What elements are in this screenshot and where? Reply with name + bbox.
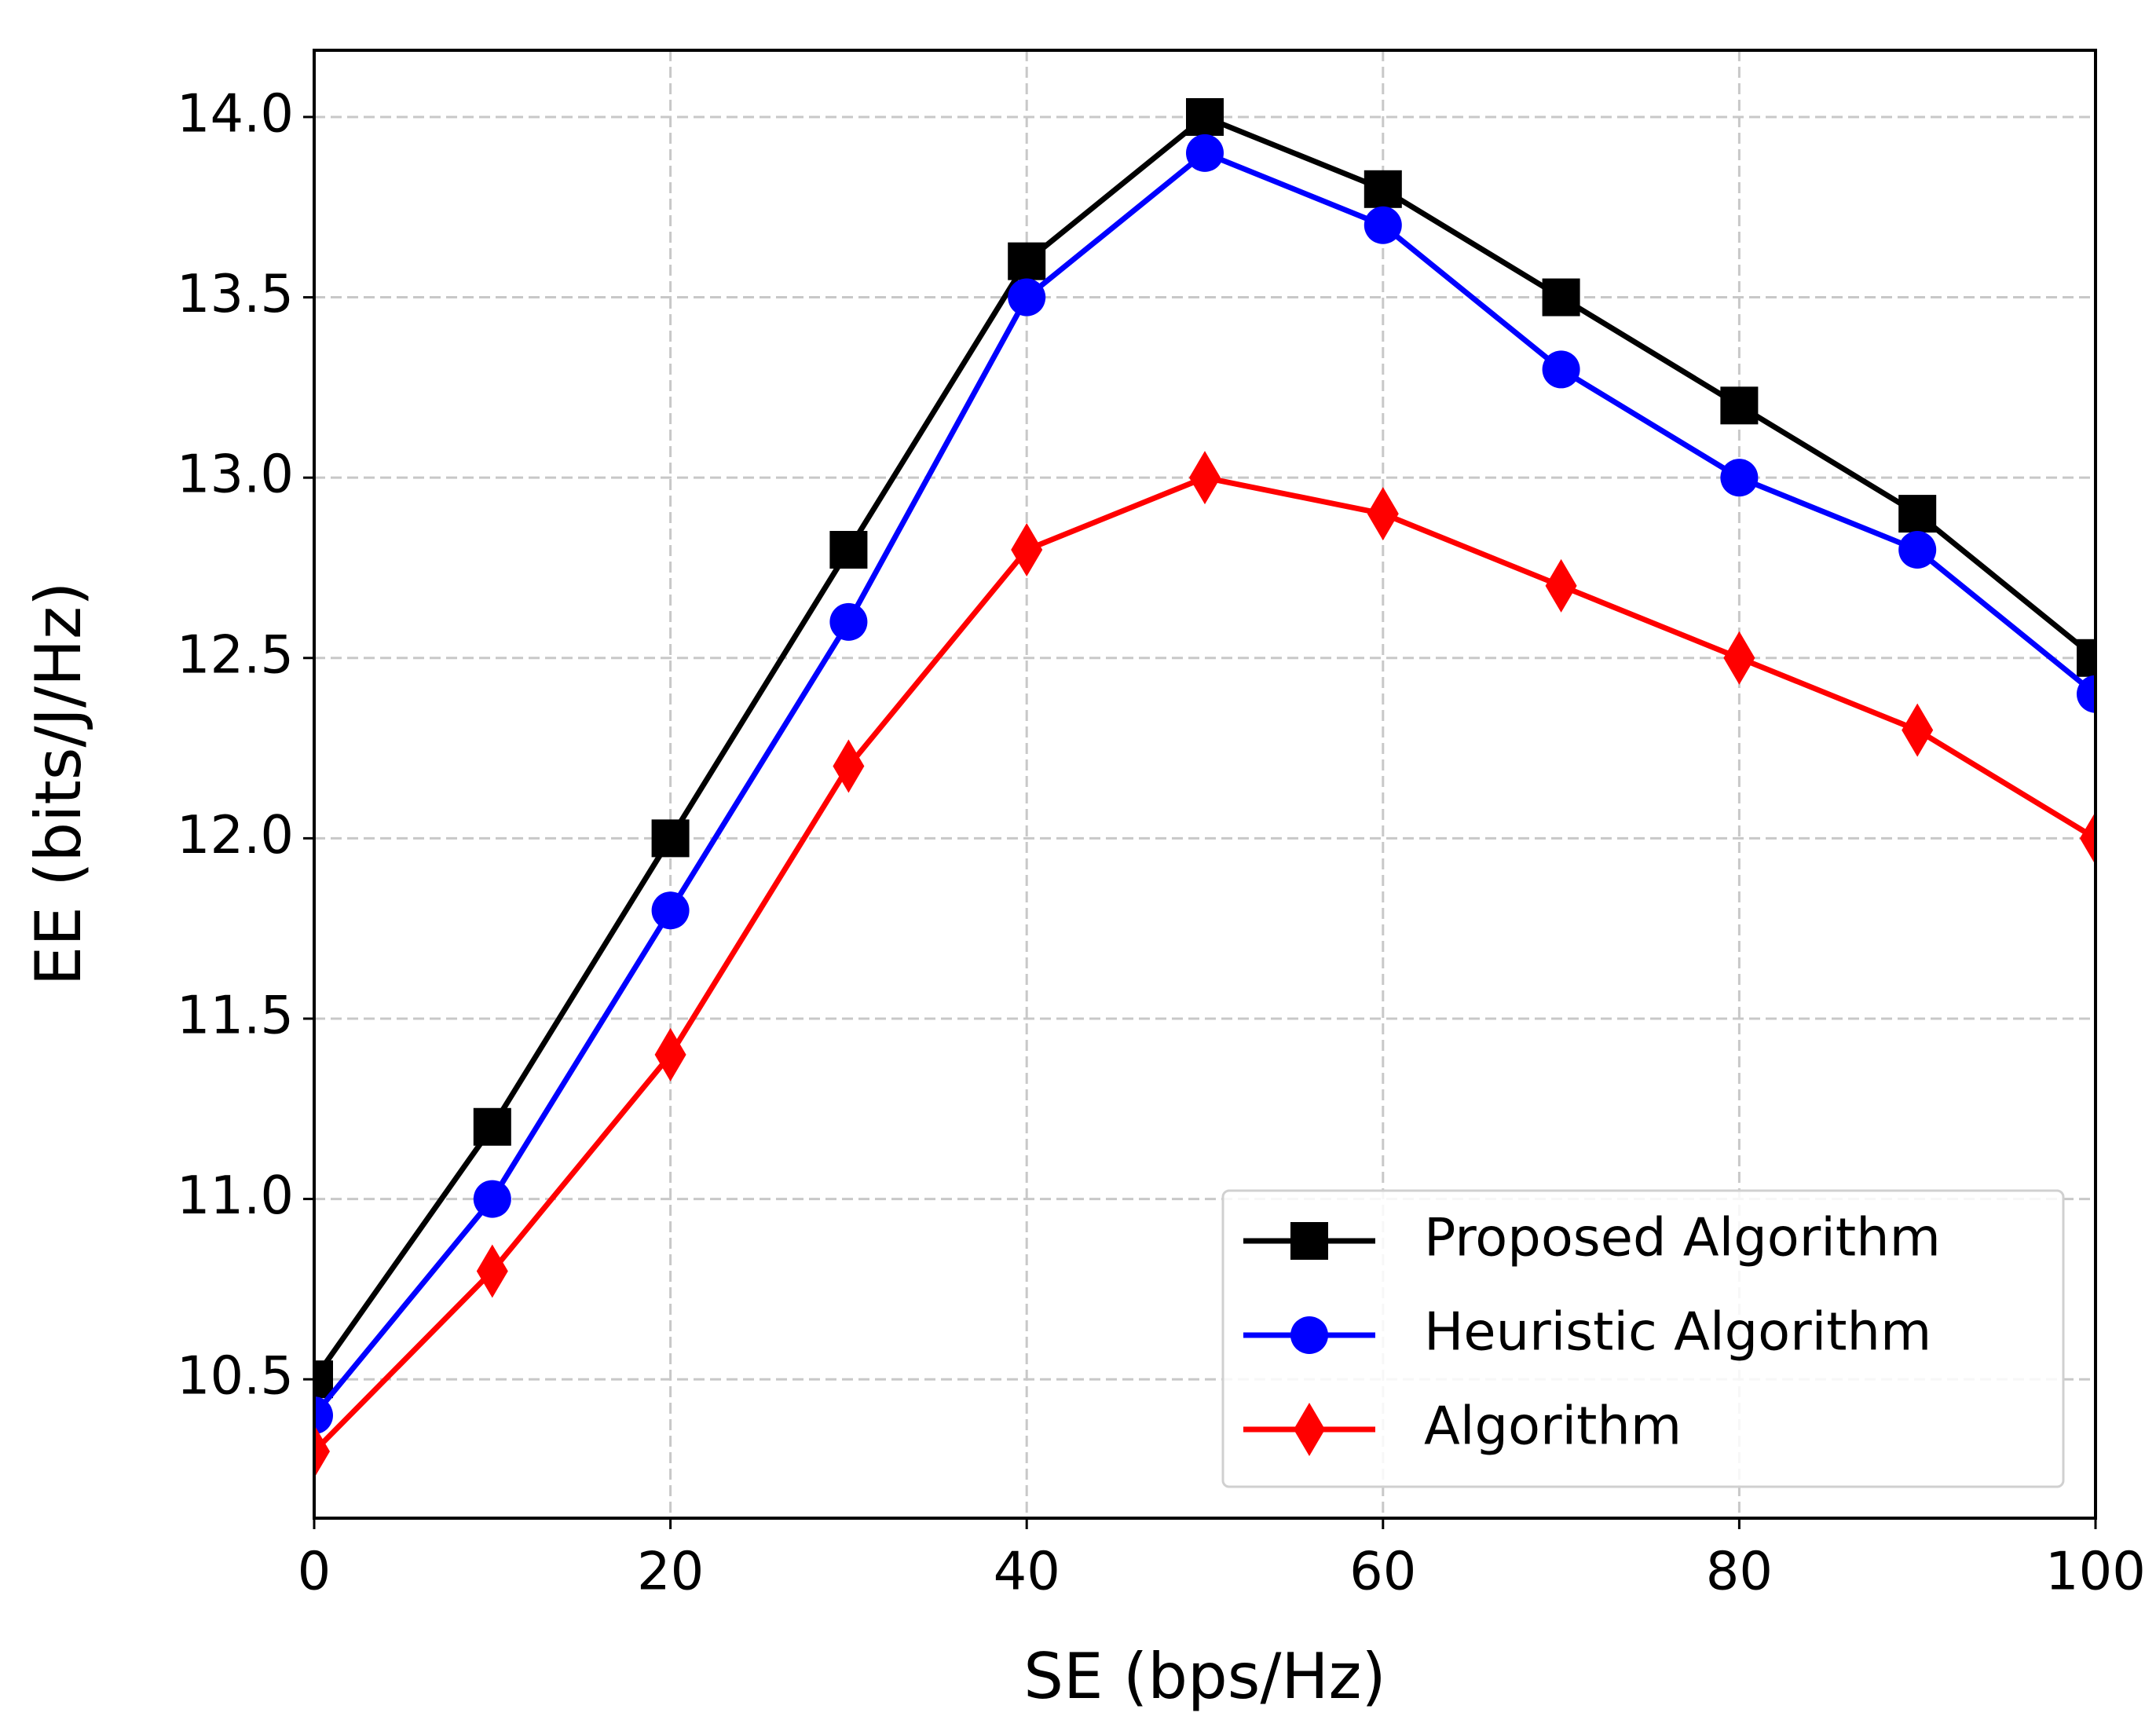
marker: [651, 819, 690, 858]
marker: [1720, 459, 1759, 497]
marker: [1290, 1316, 1328, 1354]
marker: [476, 1244, 508, 1298]
marker: [473, 1180, 511, 1218]
marker: [1011, 523, 1043, 577]
legend-label: Heuristic Algorithm: [1424, 1301, 1931, 1363]
marker: [1367, 487, 1399, 541]
marker: [473, 1107, 511, 1146]
y-tick-label: 11.0: [177, 1165, 294, 1226]
marker: [2080, 811, 2096, 866]
y-tick-label: 11.5: [177, 985, 294, 1046]
marker: [1186, 134, 1224, 172]
x-tick-label: 20: [637, 1541, 704, 1602]
marker: [1723, 631, 1755, 685]
marker: [1898, 531, 1937, 569]
marker: [2077, 639, 2096, 677]
marker: [829, 602, 868, 641]
marker: [314, 1360, 333, 1399]
marker: [651, 891, 690, 930]
x-tick-label: 40: [994, 1541, 1060, 1602]
marker: [1364, 170, 1402, 208]
legend-label: Algorithm: [1424, 1396, 1682, 1457]
plot-area: [314, 97, 2096, 1479]
marker: [314, 1425, 330, 1479]
marker: [1290, 1222, 1328, 1260]
x-axis-label: SE (bps/Hz): [1023, 1640, 1386, 1713]
marker: [1294, 1403, 1325, 1456]
marker: [1008, 242, 1046, 280]
axes-frame: [313, 49, 2097, 1520]
x-tick-label: 80: [1706, 1541, 1773, 1602]
marker: [829, 531, 868, 569]
y-tick-label: 12.0: [177, 804, 294, 866]
marker: [2077, 675, 2096, 713]
y-tick-label: 13.0: [177, 444, 294, 505]
y-tick-label: 12.5: [177, 624, 294, 685]
y-tick-label: 13.5: [177, 263, 294, 324]
x-tick-label: 60: [1349, 1541, 1416, 1602]
marker: [1364, 206, 1402, 244]
y-tick-label: 14.0: [177, 83, 294, 145]
legend-label: Proposed Algorithm: [1424, 1207, 1941, 1268]
x-tick-label: 100: [2045, 1541, 2146, 1602]
marker: [654, 1027, 686, 1081]
x-tick-label: 0: [298, 1541, 331, 1602]
marker: [1898, 495, 1937, 533]
marker: [1186, 97, 1224, 136]
marker: [1902, 703, 1934, 757]
marker: [1542, 278, 1580, 317]
legend-box: [1221, 1189, 2065, 1488]
marker: [1008, 278, 1046, 317]
marker: [1189, 451, 1221, 505]
marker: [1545, 558, 1577, 613]
y-axis-label: EE (bits/J/Hz): [22, 582, 95, 986]
y-tick-label: 10.5: [177, 1345, 294, 1407]
marker: [314, 1396, 333, 1435]
marker: [1542, 350, 1580, 389]
marker: [833, 739, 865, 793]
marker: [1720, 386, 1759, 425]
